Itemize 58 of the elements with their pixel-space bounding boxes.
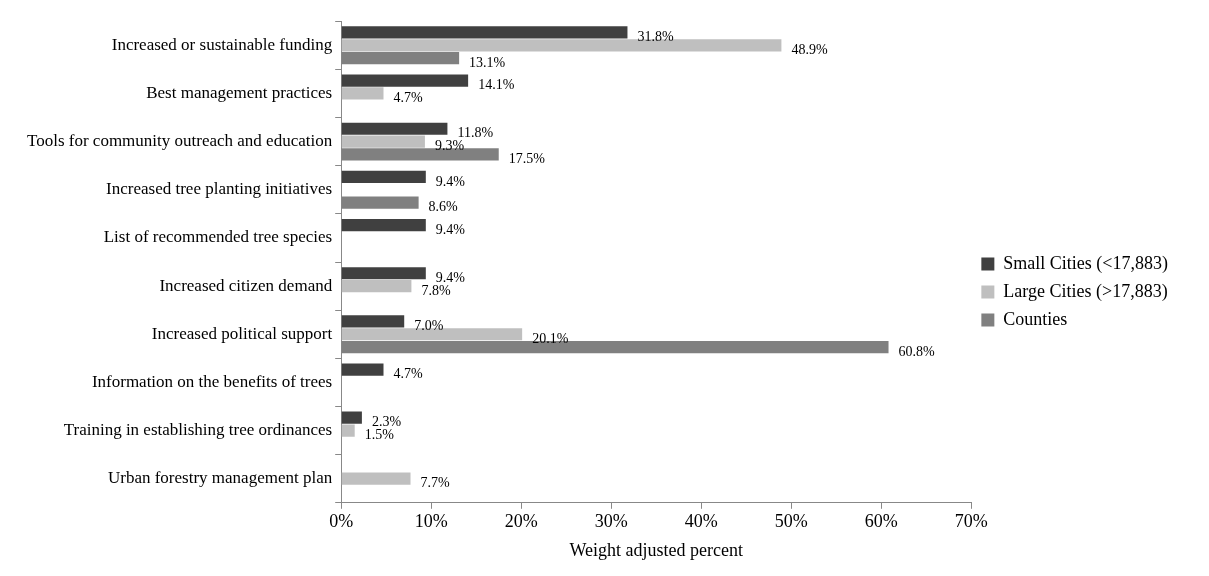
x-tick-label: 0% xyxy=(329,511,354,532)
x-tick-label: 10% xyxy=(414,511,448,532)
data-label: 9.3% xyxy=(434,138,465,154)
data-label: 20.1% xyxy=(532,330,569,346)
x-tick-label: 70% xyxy=(954,511,988,532)
data-label: 11.8% xyxy=(457,125,494,141)
y-tick-label: Training in establishing tree ordinances xyxy=(63,420,333,440)
y-tick-label: Increased tree planting initiatives xyxy=(106,179,333,199)
bar xyxy=(341,74,469,87)
data-label: 17.5% xyxy=(508,151,546,167)
data-label: 4.7% xyxy=(393,366,424,382)
bar xyxy=(341,122,448,135)
y-tick-label: Increased or sustainable funding xyxy=(111,34,333,54)
data-label: 14.1% xyxy=(478,77,515,93)
y-tick-label: Tools for community outreach and education xyxy=(26,131,333,151)
data-label: 4.7% xyxy=(393,90,424,106)
y-tick-label: Increased citizen demand xyxy=(159,275,333,295)
y-tick-label: List of recommended tree species xyxy=(103,227,333,247)
bar xyxy=(341,170,426,184)
data-label: 7.0% xyxy=(414,318,444,334)
data-label: 8.6% xyxy=(428,199,459,215)
y-tick-label: Best management practices xyxy=(146,82,333,102)
bar xyxy=(341,424,355,437)
legend-label: Small Cities (<17,883) xyxy=(1003,252,1169,274)
legend-label: Large Cities (>17,883) xyxy=(1003,280,1168,302)
bar xyxy=(341,87,384,100)
x-tick-label: 60% xyxy=(864,511,898,532)
bar xyxy=(341,363,384,376)
data-label: 9.4% xyxy=(435,269,466,285)
x-tick-label: 30% xyxy=(594,511,628,532)
x-axis-title: Weight adjusted percent xyxy=(569,539,744,560)
y-tick-label: Urban forestry management plan xyxy=(107,468,333,488)
data-label: 1.5% xyxy=(364,427,395,443)
data-label: 9.4% xyxy=(435,221,466,237)
bar xyxy=(341,218,426,232)
bar xyxy=(341,279,412,293)
bar xyxy=(341,411,362,424)
data-label: 7.8% xyxy=(421,282,451,298)
bar xyxy=(341,267,426,280)
bar xyxy=(341,315,405,328)
data-label: 13.1% xyxy=(469,54,506,70)
legend-label: Counties xyxy=(1003,308,1068,329)
data-label: 9.4% xyxy=(435,173,466,189)
bar xyxy=(341,472,411,485)
data-label: 7.7% xyxy=(420,475,451,491)
data-label: 48.9% xyxy=(791,41,828,57)
data-label: 31.8% xyxy=(637,29,674,45)
bar xyxy=(341,26,628,39)
x-tick-label: 50% xyxy=(774,511,808,532)
data-label: 60.8% xyxy=(898,343,936,359)
bar xyxy=(341,328,523,341)
data-label: 2.3% xyxy=(371,414,402,430)
y-tick-label: Information on the benefits of trees xyxy=(91,371,333,391)
y-tick-label: Increased political support xyxy=(151,323,333,343)
x-tick-label: 20% xyxy=(504,511,538,532)
bar xyxy=(341,39,782,52)
x-tick-label: 40% xyxy=(684,511,718,532)
bar xyxy=(341,135,425,148)
